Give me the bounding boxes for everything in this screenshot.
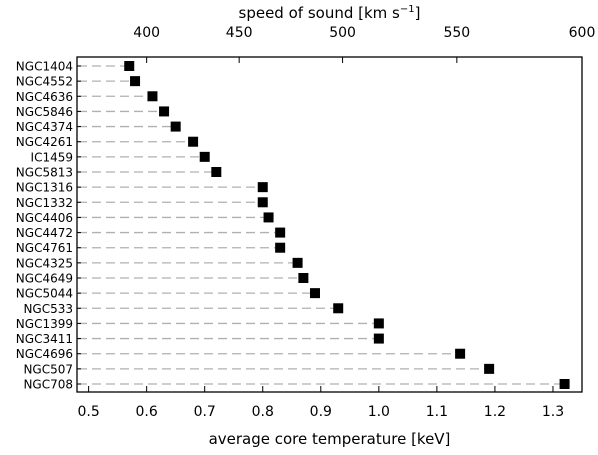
x-tick-label: 0.5 (77, 404, 99, 420)
x-tick-label: 0.7 (194, 404, 216, 420)
y-tick-label: IC1459 (31, 150, 73, 164)
y-tick-label: NGC5813 (16, 166, 73, 180)
y-tick-label: NGC533 (23, 302, 73, 316)
x-tick-label: 0.9 (310, 404, 332, 420)
y-tick-label: NGC4761 (16, 241, 73, 255)
data-point (298, 273, 309, 283)
data-point (373, 318, 384, 329)
x-tick-label: 0.6 (136, 404, 158, 420)
top-tick-label: 600 (569, 25, 596, 41)
data-point (455, 348, 466, 359)
data-point (333, 303, 344, 314)
x-tick-label: 0.8 (252, 404, 274, 420)
data-point (159, 106, 170, 117)
data-point (147, 91, 158, 102)
data-point (292, 257, 303, 268)
top-tick-label: 400 (133, 25, 160, 41)
y-tick-label: NGC4552 (16, 75, 73, 89)
data-point (257, 197, 268, 208)
data-point (188, 136, 199, 147)
data-point (275, 227, 286, 238)
top-tick-label: 450 (226, 25, 253, 41)
data-point (275, 242, 286, 253)
data-point (257, 182, 268, 193)
data-point (309, 288, 320, 299)
top-tick-label: 500 (329, 25, 356, 41)
y-tick-label: NGC1404 (16, 60, 73, 74)
data-point (199, 151, 210, 162)
y-tick-label: NGC5044 (16, 287, 73, 301)
data-point (484, 363, 495, 374)
x-tick-label: 1.3 (542, 404, 564, 420)
tick-labels-group: NGC1404NGC4552NGC4636NGC5846NGC4374NGC42… (16, 25, 596, 420)
y-tick-label: NGC1399 (16, 317, 73, 331)
data-point (124, 61, 135, 71)
x-axis-label: average core temperature [keV] (209, 430, 451, 448)
top-tick-label: 550 (443, 25, 470, 41)
data-markers-group (124, 61, 570, 389)
x-tick-label: 1.2 (484, 404, 506, 420)
plot-frame (76, 56, 583, 393)
y-tick-label: NGC4636 (16, 90, 73, 104)
y-tick-label: NGC4374 (16, 120, 73, 134)
y-tick-label: NGC4406 (16, 211, 73, 225)
data-point (373, 333, 384, 344)
guide-lines-group (78, 65, 565, 385)
y-tick-label: NGC507 (23, 362, 73, 376)
data-point (211, 167, 222, 177)
top-axis-label: speed of sound [km s−1] (239, 4, 421, 22)
data-point (130, 76, 141, 87)
y-tick-label: NGC1332 (16, 196, 73, 210)
data-point (263, 212, 274, 223)
y-tick-label: NGC4696 (16, 347, 73, 361)
data-point (559, 379, 570, 389)
x-tick-label: 1.0 (368, 404, 390, 420)
y-tick-label: NGC4649 (16, 272, 73, 286)
y-tick-label: NGC3411 (16, 332, 73, 346)
x-tick-label: 1.1 (426, 404, 448, 420)
y-tick-label: NGC1316 (16, 181, 73, 195)
y-tick-label: NGC4472 (16, 226, 73, 240)
y-tick-label: NGC4325 (16, 256, 73, 270)
axis-ticks-group (77, 57, 583, 392)
y-tick-label: NGC5846 (16, 105, 73, 119)
y-tick-label: NGC708 (23, 378, 73, 392)
y-tick-label: NGC4261 (16, 135, 73, 149)
data-point (170, 121, 181, 132)
